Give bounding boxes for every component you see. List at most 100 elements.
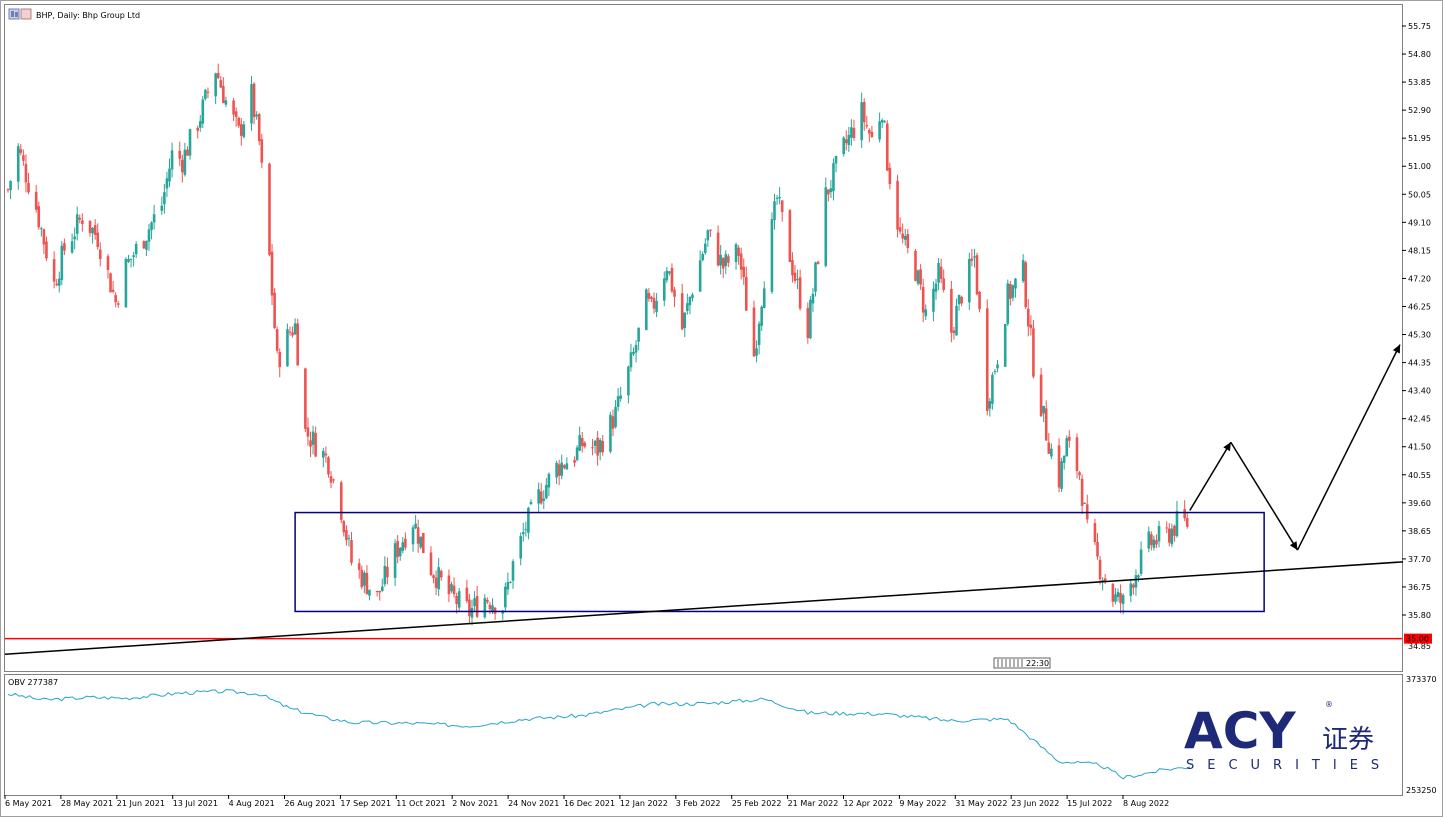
- candle-body: [255, 114, 258, 117]
- candle-body: [357, 563, 361, 570]
- time-tick-label: 8 Aug 2022: [1123, 799, 1169, 808]
- candle-body: [416, 527, 420, 544]
- candle-body: [878, 121, 881, 140]
- price-tick-label: 37.70: [1408, 555, 1431, 564]
- logo-chinese: 证券: [1322, 725, 1374, 755]
- candle-body: [952, 330, 956, 334]
- price-tick-label: 45.30: [1408, 331, 1431, 340]
- candle-body: [593, 440, 597, 447]
- time-marker-label: 22:30: [1026, 659, 1049, 668]
- candle-body: [291, 332, 294, 336]
- candle-body: [580, 437, 584, 446]
- candle-body: [473, 598, 476, 607]
- candle-body: [1155, 540, 1158, 545]
- candle-body: [78, 217, 82, 220]
- candle-body: [668, 271, 671, 274]
- candle-body: [1139, 549, 1143, 574]
- candle-body: [1014, 278, 1017, 289]
- candle-body: [457, 591, 461, 608]
- candle-body: [757, 323, 761, 345]
- candle-body: [709, 229, 712, 231]
- candle-body: [1121, 595, 1125, 605]
- candle-body: [662, 278, 666, 301]
- candle-body: [755, 348, 758, 356]
- candle-body: [816, 261, 820, 264]
- candle-body: [237, 117, 241, 126]
- candle-body: [16, 146, 20, 182]
- candle-body: [645, 289, 648, 331]
- candle-body: [780, 200, 784, 213]
- candle-body: [24, 164, 28, 183]
- price-tick-label: 35.80: [1408, 611, 1431, 620]
- candle-body: [414, 523, 417, 529]
- candle-body: [632, 351, 635, 355]
- candle-body: [655, 301, 658, 312]
- candle-body: [616, 396, 620, 407]
- candle-body: [327, 457, 330, 475]
- candle-body: [1068, 436, 1071, 441]
- candle-body: [827, 189, 830, 195]
- candle-body: [665, 270, 669, 281]
- candle-body: [147, 229, 151, 242]
- candle-body: [727, 256, 730, 263]
- candle-body: [132, 255, 135, 258]
- candle-body: [286, 329, 289, 367]
- candle-body: [539, 491, 543, 504]
- candle-body: [1103, 578, 1107, 582]
- candle-body: [870, 131, 874, 138]
- candle-body: [1026, 308, 1030, 327]
- candle-body: [519, 536, 523, 559]
- candle-body: [37, 206, 41, 228]
- candle-body: [1150, 534, 1153, 546]
- candle-body: [419, 536, 423, 548]
- candle-body: [455, 595, 458, 604]
- candle-body: [903, 236, 907, 240]
- candle-body: [596, 437, 599, 456]
- candle-body: [1065, 438, 1069, 457]
- candle-body: [1183, 509, 1186, 519]
- candle-body: [60, 245, 64, 280]
- candle-body: [1170, 528, 1174, 545]
- candle-body: [555, 462, 558, 478]
- candle-body: [885, 123, 889, 171]
- candle-body: [278, 351, 282, 368]
- candle-body: [598, 439, 602, 453]
- time-tick-label: 24 Nov 2021: [508, 799, 559, 808]
- candle-body: [293, 323, 297, 335]
- candle-body: [578, 435, 581, 451]
- current-level-badge: [1404, 633, 1432, 644]
- candle-body: [814, 262, 817, 292]
- candle-body: [178, 150, 182, 159]
- candle-body: [614, 407, 617, 428]
- candle-body: [650, 296, 653, 299]
- candle-body: [181, 159, 184, 173]
- candle-body: [421, 532, 425, 553]
- candle-body: [73, 236, 76, 240]
- candle-body: [116, 303, 120, 305]
- time-tick-label: 12 Apr 2022: [844, 799, 893, 808]
- candle-body: [1101, 580, 1104, 582]
- candle-body: [960, 296, 963, 304]
- candle-body: [1032, 328, 1035, 377]
- obv-pane-frame: [4, 674, 1403, 796]
- time-tick-label: 23 Jun 2022: [1011, 799, 1059, 808]
- candle-body: [811, 293, 815, 304]
- candle-body: [1175, 511, 1179, 537]
- candle-body: [842, 137, 846, 155]
- candle-body: [342, 521, 346, 533]
- candle-body: [93, 225, 97, 235]
- candle-body: [329, 476, 333, 483]
- time-marker[interactable]: 22:30: [993, 657, 1051, 669]
- candle-body: [452, 585, 456, 595]
- candle-body: [724, 254, 728, 267]
- consolidation-box: [294, 511, 1265, 613]
- candle-body: [673, 289, 676, 297]
- candle-body: [219, 80, 223, 88]
- obv-label: OBV 277387: [8, 678, 58, 687]
- candle-body: [150, 222, 153, 231]
- window-icon-bar: [15, 12, 18, 17]
- time-tick-label: 13 Jul 2021: [173, 799, 218, 808]
- candle-body: [42, 229, 46, 245]
